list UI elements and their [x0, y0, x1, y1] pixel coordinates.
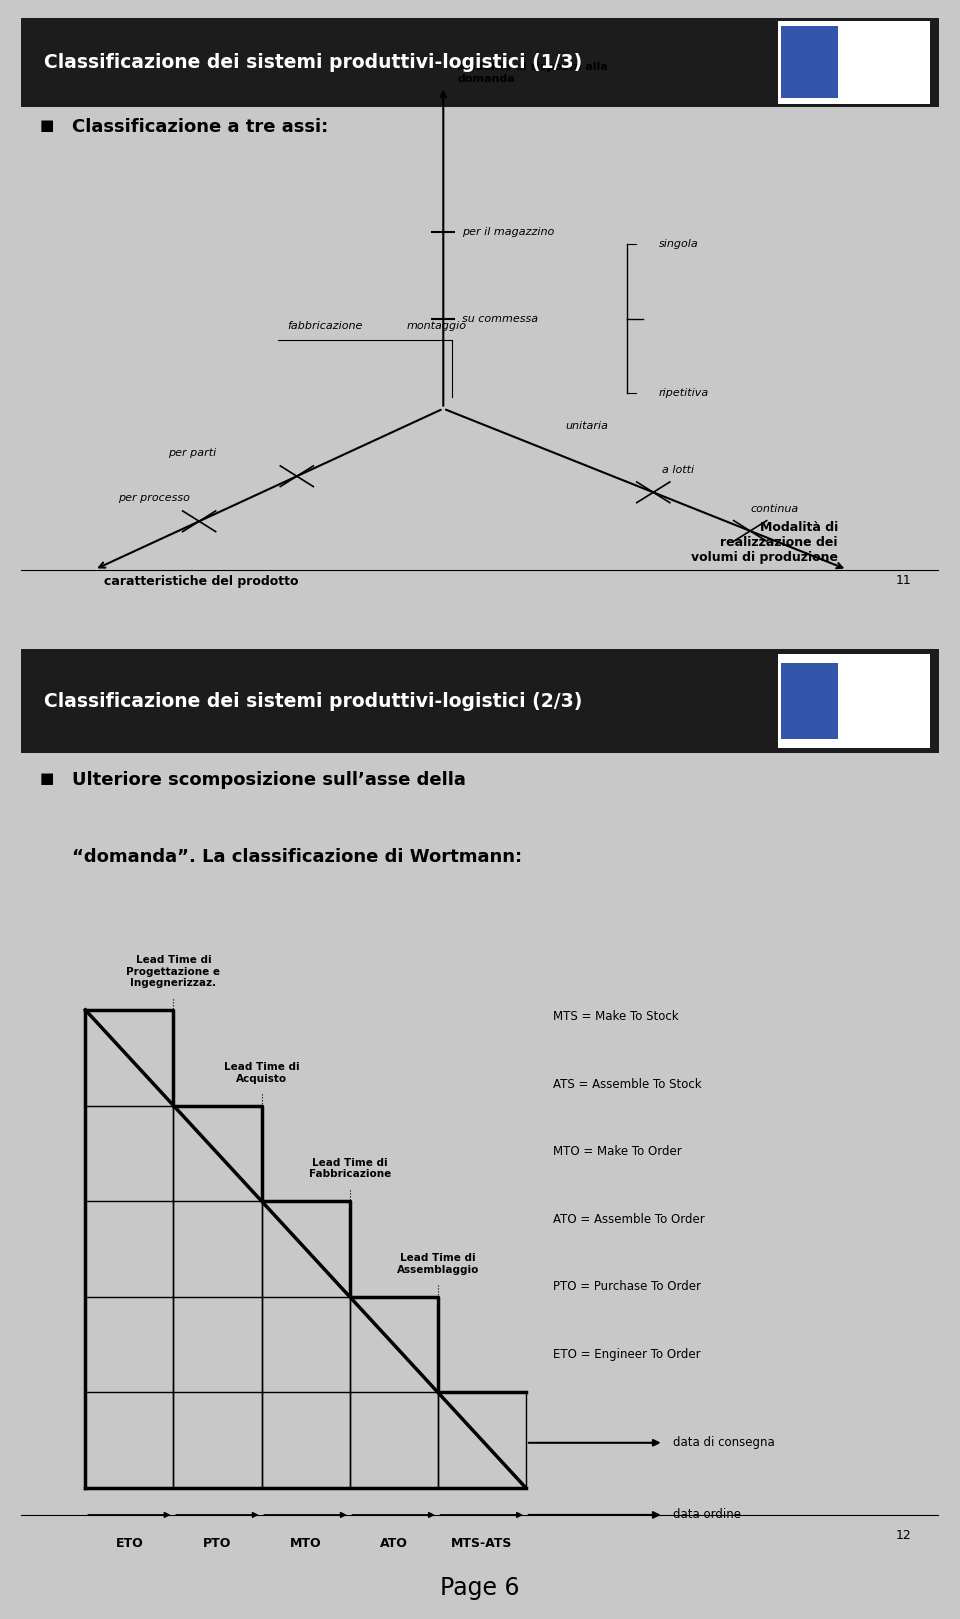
Text: MTO: MTO [290, 1538, 322, 1551]
Text: 11: 11 [896, 573, 911, 586]
Text: Classificazione a tre assi:: Classificazione a tre assi: [72, 118, 328, 136]
Text: Lead Time di
Acquisto: Lead Time di Acquisto [224, 1062, 300, 1083]
Text: data ordine: data ordine [673, 1509, 741, 1522]
Text: data di consegna: data di consegna [673, 1436, 775, 1449]
Text: MTS-ATS: MTS-ATS [451, 1538, 513, 1551]
Text: Lead Time di
Assemblaggio: Lead Time di Assemblaggio [396, 1253, 479, 1276]
Bar [781, 662, 838, 740]
Bar [781, 26, 838, 99]
Text: PTO: PTO [204, 1538, 231, 1551]
Text: Lead Time di
Fabbricazione: Lead Time di Fabbricazione [308, 1158, 391, 1180]
Text: per il magazzino: per il magazzino [462, 227, 554, 236]
Text: ■: ■ [39, 771, 54, 785]
Bar [779, 21, 929, 104]
Text: Classificazione dei sistemi produttivi-logistici (2/3): Classificazione dei sistemi produttivi-l… [44, 691, 583, 711]
Text: unitaria: unitaria [565, 421, 609, 431]
Text: Modalità di risposta alla
domanda: Modalità di risposta alla domanda [457, 62, 608, 84]
Text: ATS = Assemble To Stock: ATS = Assemble To Stock [553, 1078, 702, 1091]
Text: montaggio: montaggio [407, 321, 467, 330]
Text: MTO = Make To Order: MTO = Make To Order [553, 1145, 683, 1158]
Text: Lead Time di
Progettazione e
Ingegnerizzaz.: Lead Time di Progettazione e Ingegnerizz… [127, 955, 221, 988]
Text: a lotti: a lotti [662, 465, 695, 474]
Text: ripetitiva: ripetitiva [659, 389, 709, 398]
Text: ■: ■ [39, 118, 54, 133]
Text: MTS = Make To Stock: MTS = Make To Stock [553, 1010, 679, 1023]
Text: “domanda”. La classificazione di Wortmann:: “domanda”. La classificazione di Wortman… [72, 848, 521, 866]
Text: continua: continua [750, 504, 799, 513]
Text: PTO = Purchase To Order: PTO = Purchase To Order [553, 1281, 702, 1294]
Text: ETO = Engineer To Order: ETO = Engineer To Order [553, 1349, 701, 1362]
Text: per processo: per processo [118, 494, 190, 504]
Text: Ulteriore scomposizione sull’asse della: Ulteriore scomposizione sull’asse della [72, 771, 466, 788]
Bar [779, 654, 929, 748]
Text: ATO = Assemble To Order: ATO = Assemble To Order [553, 1213, 706, 1226]
Text: caratteristiche del prodotto: caratteristiche del prodotto [104, 575, 299, 588]
Text: per parti: per parti [168, 448, 217, 458]
Text: 12: 12 [896, 1528, 911, 1541]
Bar [21, 18, 939, 107]
Text: ETO: ETO [115, 1538, 143, 1551]
Text: Page 6: Page 6 [441, 1577, 519, 1600]
Text: fabbricazione: fabbricazione [287, 321, 363, 330]
Bar [21, 649, 939, 753]
Text: ATO: ATO [380, 1538, 408, 1551]
Text: su commessa: su commessa [462, 314, 538, 324]
Text: Classificazione dei sistemi produttivi-logistici (1/3): Classificazione dei sistemi produttivi-l… [44, 53, 583, 71]
Text: singola: singola [659, 238, 699, 249]
Text: Modalità di
realizzazione dei
volumi di produzione: Modalità di realizzazione dei volumi di … [691, 521, 838, 563]
